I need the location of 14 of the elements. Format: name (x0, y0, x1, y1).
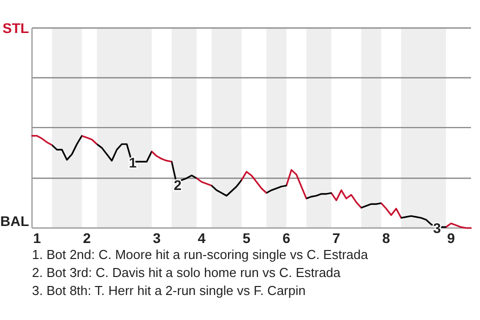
text: 3. Bot 8th: T. Herr hit a 2-run single vs F. Carpin (32, 283, 306, 298)
x-tick-label: 4 (198, 230, 206, 246)
x-tick-label: 9 (447, 230, 456, 246)
x-tick-label: 1 (33, 230, 42, 246)
x-tick-label: 8 (382, 230, 390, 246)
x-tick-label: 7 (332, 230, 340, 246)
x-tick-label: 3 (152, 230, 161, 246)
text: 2. Bot 3rd: C. Davis hit a solo home run vs C. Estrada (32, 265, 342, 280)
x-tick-label: 2 (82, 230, 91, 246)
text: 1. Bot 2nd: C. Moore hit a run-scoring single vs C. Estrada (32, 247, 369, 262)
text: BAL (0, 213, 30, 229)
x-tick-label: 6 (282, 230, 291, 246)
x-tick-label: 5 (242, 230, 251, 246)
text: STL (2, 20, 30, 36)
